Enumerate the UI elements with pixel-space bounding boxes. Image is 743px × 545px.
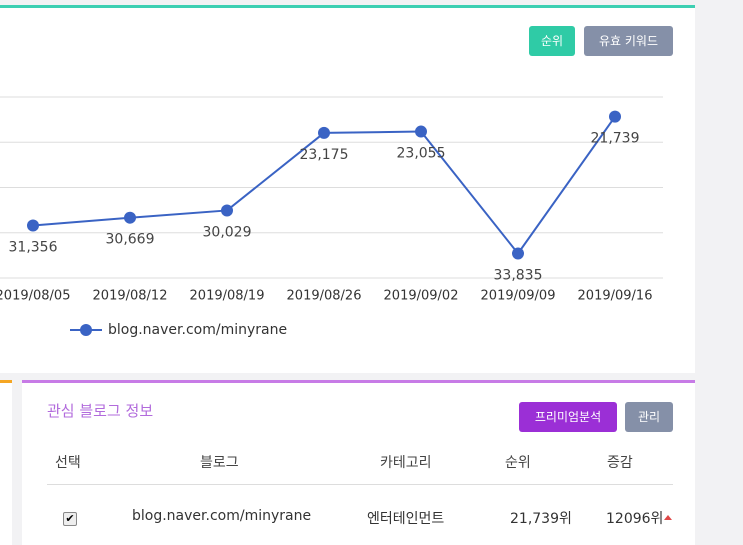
change-cell: 12096위 — [606, 511, 664, 527]
divider — [47, 484, 673, 485]
data-point — [27, 219, 39, 232]
header-cell: 카테고리 — [380, 455, 432, 471]
header-cell: 증감 — [607, 455, 633, 471]
up-arrow — [664, 515, 672, 520]
x-tick-label: 2019/09/09 — [481, 289, 556, 304]
x-tick-label: 2019/08/05 — [0, 289, 70, 304]
panel-title: 관심 블로그 정보 — [47, 402, 154, 420]
x-tick-label: 2019/08/12 — [93, 289, 168, 304]
data-label: 31,356 — [9, 239, 58, 255]
chart: 2019/08/05 2019/08/12 2019/08/19 2019/08/26… — [0, 96, 663, 338]
keyword-button[interactable]: 유효 키워드 — [584, 26, 673, 56]
x-tick-label: 2019/09/16 — [578, 289, 653, 304]
x-tick-label: 2019/08/26 — [287, 289, 362, 304]
x-tick-label: 2019/08/19 — [190, 289, 265, 304]
checkbox[interactable]: ✔ — [63, 512, 77, 526]
x-tick-label: 2019/09/02 — [384, 289, 459, 304]
legend-label: blog.naver.com/minyrane — [108, 322, 287, 338]
side-panel — [0, 380, 12, 545]
data-point — [415, 125, 427, 138]
data-label: 21,739 — [591, 131, 640, 147]
premium-button[interactable]: 프리미엄분석 — [519, 402, 617, 432]
data-label: 30,029 — [203, 224, 252, 240]
chart-panel — [0, 5, 695, 373]
data-label: 30,669 — [106, 232, 155, 248]
blog-cell[interactable]: blog.naver.com/minyrane — [132, 508, 312, 524]
rank-cell: 21,739위 — [510, 511, 572, 527]
manage-button[interactable]: 관리 — [625, 402, 673, 432]
data-label: 33,835 — [494, 268, 543, 284]
data-point — [124, 211, 136, 224]
data-label: 23,055 — [397, 146, 446, 162]
category-cell: 엔터테인먼트 — [367, 511, 445, 527]
header-cell: 블로그 — [200, 455, 239, 471]
data-point — [221, 204, 233, 217]
legend-marker — [80, 324, 92, 336]
data-point — [609, 110, 621, 123]
rank-button[interactable]: 순위 — [529, 26, 575, 56]
data-point — [318, 126, 330, 139]
header-cell: 선택 — [55, 455, 81, 471]
data-label: 23,175 — [300, 147, 349, 163]
data-point — [512, 247, 524, 260]
header-cell: 순위 — [505, 455, 531, 471]
